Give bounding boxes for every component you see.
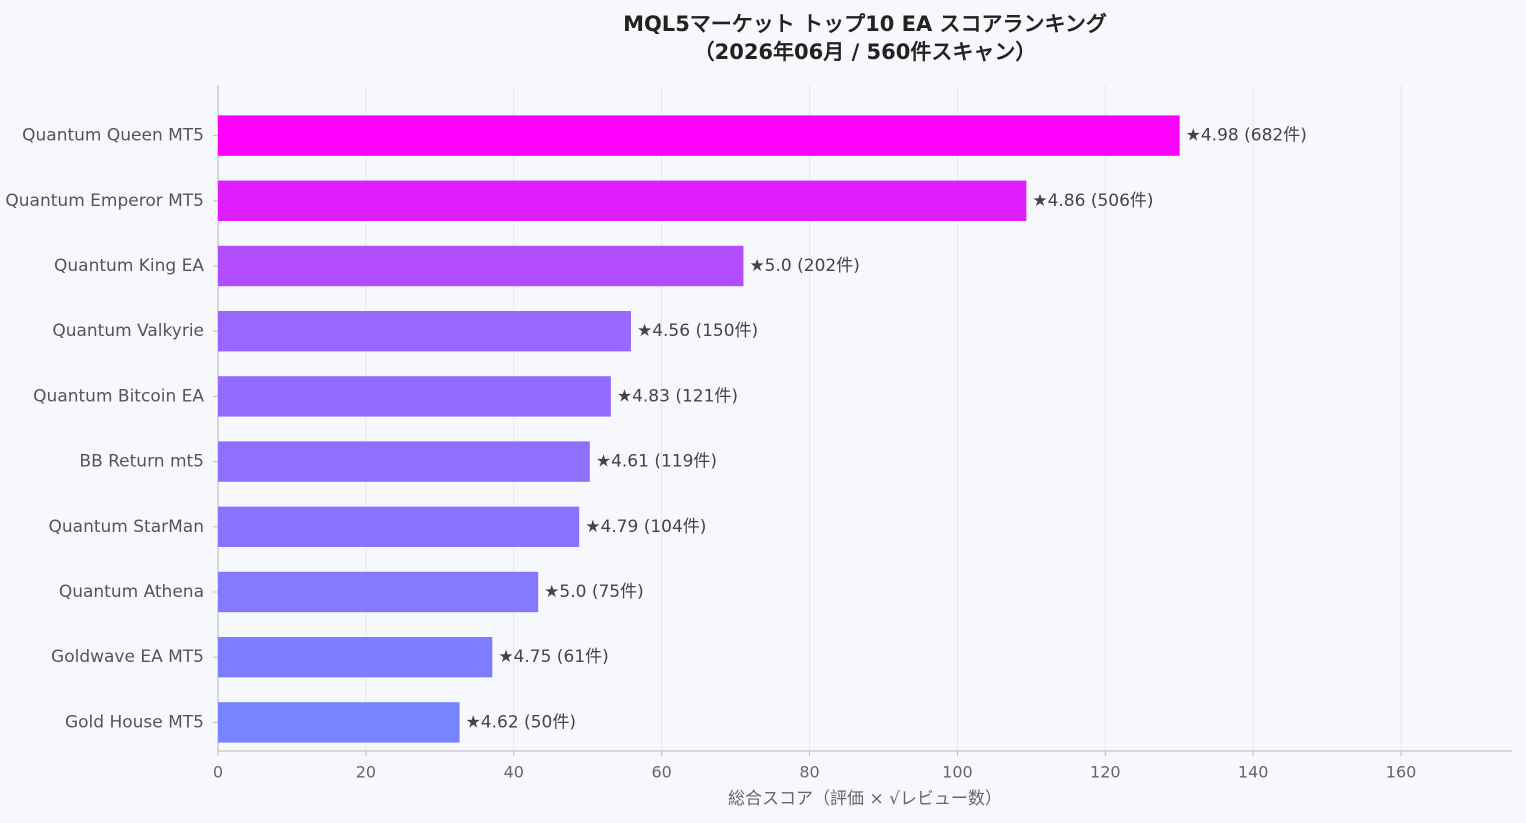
y-tick-label: Gold House MT5 — [65, 712, 204, 732]
x-tick-label: 60 — [651, 763, 671, 782]
y-tick-label: Quantum Bitcoin EA — [33, 386, 204, 406]
y-tick-label: BB Return mt5 — [79, 452, 204, 472]
y-tick-label: Quantum Valkyrie — [52, 321, 204, 341]
y-tick-label: Quantum StarMan — [49, 517, 204, 537]
bar-label: ★4.83 (121件) — [617, 386, 738, 406]
x-tick-label: 0 — [213, 763, 223, 782]
bar-label: ★4.56 (150件) — [637, 321, 758, 341]
bar — [218, 571, 539, 613]
y-tick-label: Quantum Athena — [59, 582, 204, 602]
bar-label: ★4.75 (61件) — [498, 647, 608, 667]
bar-label: ★4.62 (50件) — [466, 712, 576, 732]
x-tick-label: 100 — [942, 763, 973, 782]
bar-label: ★5.0 (75件) — [544, 582, 644, 602]
bar-label: ★4.61 (119件) — [596, 452, 717, 472]
bar-label: ★4.98 (682件) — [1186, 126, 1307, 146]
bar — [218, 376, 611, 417]
bar — [218, 310, 631, 352]
bar — [218, 180, 1027, 222]
bar — [218, 702, 460, 743]
x-tick-label: 120 — [1090, 763, 1121, 782]
bar-label: ★5.0 (202件) — [749, 256, 859, 276]
y-tick-label: Quantum King EA — [54, 256, 204, 276]
chart-title: MQL5マーケット トップ10 EA スコアランキング — [623, 12, 1107, 36]
x-tick-label: 80 — [799, 763, 819, 782]
bar — [218, 506, 580, 548]
x-tick-label: 160 — [1386, 763, 1417, 782]
bar — [218, 115, 1180, 156]
x-tick-label: 20 — [356, 763, 376, 782]
x-tick-label: 140 — [1238, 763, 1269, 782]
x-axis-label: 総合スコア（評価 × √レビュー数） — [728, 789, 1002, 809]
x-tick-label: 40 — [504, 763, 524, 782]
chart-subtitle: （2026年06月 / 560件スキャン） — [694, 40, 1037, 64]
bar — [218, 441, 590, 482]
bar-label: ★4.79 (104件) — [585, 517, 706, 537]
bar — [218, 636, 493, 678]
y-tick-label: Quantum Queen MT5 — [22, 126, 204, 146]
bar — [218, 245, 744, 287]
bar-label: ★4.86 (506件) — [1032, 191, 1153, 211]
y-tick-label: Goldwave EA MT5 — [51, 647, 204, 667]
y-tick-label: Quantum Emperor MT5 — [5, 191, 204, 211]
